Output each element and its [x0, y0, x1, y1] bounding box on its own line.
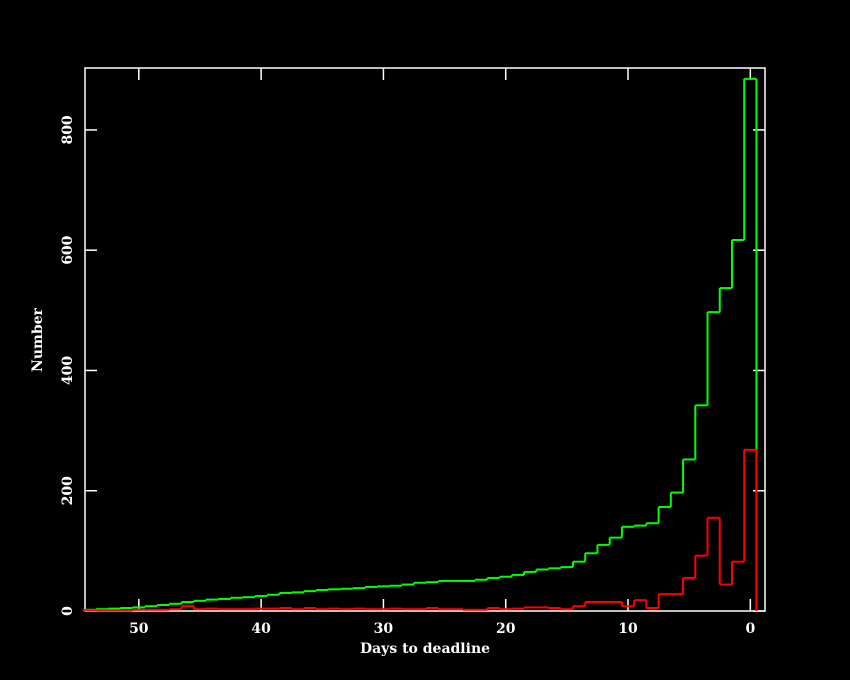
y-tick-label: 800	[60, 115, 76, 144]
plot-frame	[84, 67, 766, 612]
y-tick-label: 400	[60, 356, 76, 385]
x-tick-label: 0	[745, 621, 755, 637]
y-axis-label: Number	[30, 307, 46, 371]
x-tick-label: 40	[251, 621, 271, 637]
x-axis-label: Days to deadline	[360, 641, 490, 657]
x-tick-label: 30	[374, 621, 394, 637]
y-tick-label: 0	[60, 606, 76, 616]
x-tick-label: 50	[129, 621, 149, 637]
x-tick-label: 20	[496, 621, 516, 637]
y-tick-label: 200	[60, 476, 76, 505]
y-tick-label: 600	[60, 235, 76, 264]
x-tick-label: 10	[618, 621, 638, 637]
